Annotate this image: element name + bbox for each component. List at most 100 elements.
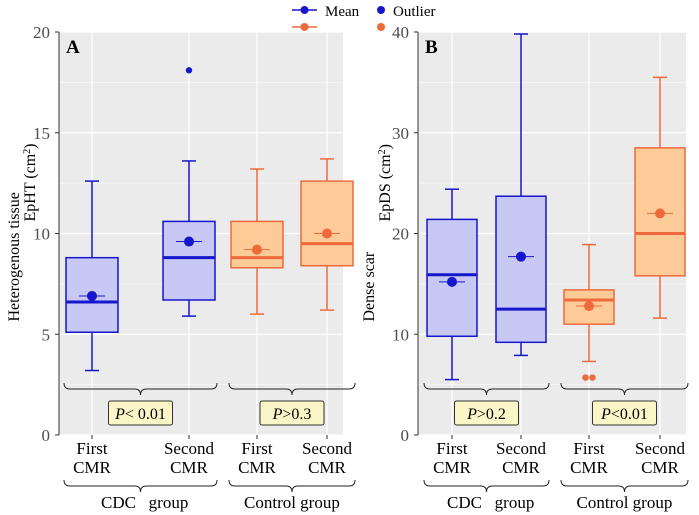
y-axis-title-text: EpDS (cm bbox=[377, 154, 394, 222]
x-tick-label-line1: Second bbox=[164, 439, 215, 458]
p-value-box bbox=[454, 400, 519, 426]
group-label-word1: Control bbox=[244, 493, 296, 512]
x-tick-label-line2: CMR bbox=[170, 458, 208, 477]
p-value-symbol: P bbox=[600, 406, 611, 423]
y-tick-label: 10 bbox=[33, 225, 50, 244]
p-value-symbol: P bbox=[466, 406, 477, 423]
y-tick-label: 0 bbox=[42, 426, 51, 445]
box-plot bbox=[162, 67, 216, 317]
box-iqr bbox=[300, 180, 354, 267]
x-tick-label-line2: CMR bbox=[641, 458, 679, 477]
x-tick-label-line1: First bbox=[436, 439, 467, 458]
y-tick-label: 5 bbox=[42, 325, 51, 344]
box-plot bbox=[426, 188, 478, 381]
y-tick-label: 20 bbox=[33, 23, 50, 42]
y-axis-title-superscript: 2 bbox=[22, 149, 33, 154]
group-label-word2: group bbox=[495, 493, 535, 512]
panel-label: A bbox=[66, 37, 80, 58]
x-tick-label-line2: CMR bbox=[502, 458, 540, 477]
legend-mean-label: Mean bbox=[325, 4, 360, 20]
outlier-marker bbox=[582, 374, 589, 381]
p-value-value: >0.2 bbox=[477, 406, 506, 423]
group-label-word1: CDC bbox=[101, 493, 136, 512]
box-iqr bbox=[563, 289, 615, 325]
x-tick-label-line2: CMR bbox=[308, 458, 346, 477]
y-axis-title-line1: Dense scar bbox=[361, 251, 378, 321]
p-value-value: <0.01 bbox=[611, 406, 648, 423]
mean-marker bbox=[322, 228, 332, 239]
box-plot bbox=[495, 33, 547, 357]
mean-marker bbox=[516, 251, 526, 262]
x-tick-label-line1: Second bbox=[635, 439, 686, 458]
group-label-word1: Control bbox=[577, 493, 629, 512]
p-value-text: P>0.3 bbox=[272, 406, 312, 423]
outlier-marker bbox=[589, 374, 596, 381]
group-label-word2: group bbox=[149, 493, 189, 512]
y-axis-title-superscript: 2 bbox=[377, 149, 388, 154]
legend-outlier-marker-orange bbox=[377, 23, 385, 31]
group-brace bbox=[228, 382, 356, 396]
box-plot bbox=[563, 243, 615, 381]
box-plot bbox=[230, 168, 284, 315]
y-tick-label: 10 bbox=[392, 325, 409, 344]
mean-marker bbox=[87, 290, 97, 301]
y-axis-title-text: EpHT (cm bbox=[22, 153, 39, 221]
p-value-box bbox=[592, 400, 657, 426]
mean-marker bbox=[184, 236, 194, 247]
mean-marker bbox=[252, 244, 262, 255]
p-value-text: P<0.01 bbox=[600, 406, 648, 423]
legend: Mean Outlier bbox=[292, 4, 436, 31]
y-tick-label: 30 bbox=[392, 124, 409, 143]
x-tick-label-line1: First bbox=[76, 439, 107, 458]
y-tick-label: 40 bbox=[392, 23, 409, 42]
mean-marker bbox=[584, 301, 594, 312]
p-value-value: >0.3 bbox=[282, 406, 311, 423]
box-plot bbox=[634, 76, 686, 319]
group-outer-brace bbox=[63, 479, 218, 493]
y-axis-title-close: ) bbox=[22, 143, 39, 148]
group-brace bbox=[63, 382, 218, 396]
x-tick-label-line2: CMR bbox=[73, 458, 111, 477]
group-label-word1: CDC bbox=[447, 493, 482, 512]
group-outer-brace bbox=[228, 479, 356, 493]
mean-marker bbox=[655, 208, 665, 219]
y-tick-label: 15 bbox=[33, 124, 50, 143]
p-value-box bbox=[108, 400, 173, 426]
legend-outlier-marker bbox=[377, 6, 385, 14]
box-iqr bbox=[495, 195, 547, 344]
x-tick-label-line1: Second bbox=[302, 439, 353, 458]
p-value-symbol: P bbox=[114, 406, 125, 423]
y-axis-title-line1: Heterogenous tissue bbox=[6, 192, 23, 321]
x-tick-label-line1: Second bbox=[496, 439, 547, 458]
outlier-marker bbox=[185, 67, 193, 74]
x-tick-label-line1: First bbox=[573, 439, 604, 458]
group-outer-brace bbox=[423, 479, 550, 493]
y-tick-label: 0 bbox=[401, 426, 410, 445]
p-value-text: P< 0.01 bbox=[114, 406, 166, 423]
x-tick-label-line2: CMR bbox=[570, 458, 608, 477]
y-tick-label: 20 bbox=[392, 225, 409, 244]
p-value-text: P>0.2 bbox=[466, 406, 506, 423]
group-outer-brace bbox=[560, 479, 689, 493]
panel-label: B bbox=[425, 37, 438, 58]
p-value-box bbox=[259, 400, 325, 426]
legend-mean-marker-orange bbox=[300, 23, 309, 31]
legend-mean-marker bbox=[300, 6, 309, 14]
y-axis-title-line2: EpDS (cm2) bbox=[377, 144, 395, 221]
group-label-word2: group bbox=[633, 493, 673, 512]
p-value-symbol: P bbox=[272, 406, 283, 423]
box-plot bbox=[300, 158, 354, 311]
y-axis-title-line2: EpHT (cm2) bbox=[22, 143, 40, 221]
box-iqr bbox=[162, 220, 216, 301]
box-plot bbox=[65, 180, 119, 372]
x-tick-label-line2: CMR bbox=[238, 458, 276, 477]
group-brace bbox=[560, 382, 689, 396]
legend-outlier-label: Outlier bbox=[393, 4, 436, 20]
x-tick-label-line1: First bbox=[241, 439, 272, 458]
group-brace bbox=[423, 382, 550, 396]
mean-marker bbox=[447, 276, 457, 287]
group-label-word2: group bbox=[300, 493, 340, 512]
